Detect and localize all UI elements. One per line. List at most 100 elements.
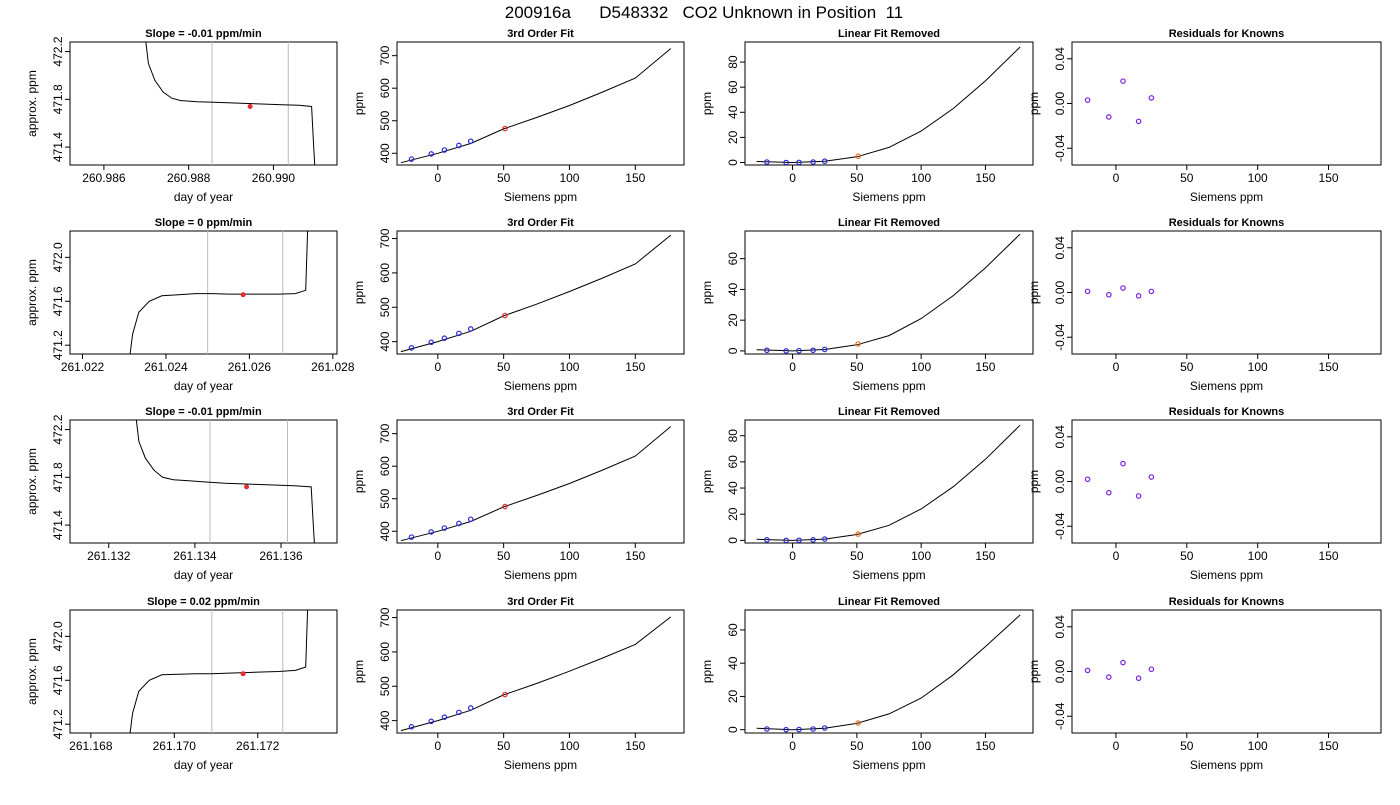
data-point <box>1106 114 1112 120</box>
data-point <box>783 348 789 354</box>
plot-frame <box>1071 609 1382 734</box>
data-point <box>1106 674 1112 680</box>
fit-curve <box>756 424 1021 541</box>
data-point <box>1084 288 1091 295</box>
data-point <box>428 529 435 535</box>
plot-frame <box>396 230 685 355</box>
x-tick-label: 50 <box>850 549 864 563</box>
data-point <box>764 537 770 543</box>
y-tick-label: 500 <box>378 297 392 317</box>
y-tick-label: 500 <box>378 488 392 508</box>
data-point <box>1135 493 1142 499</box>
plot-area <box>400 616 672 732</box>
y-axis-label: ppm <box>352 281 366 304</box>
plot-frame <box>744 41 1034 166</box>
y-tick-label: 0.04 <box>1053 47 1067 71</box>
y-tick-label: 60 <box>726 623 740 637</box>
plot-area <box>756 614 1021 733</box>
y-tick-label: 600 <box>378 642 392 662</box>
y-tick-label: 600 <box>378 263 392 283</box>
y-tick-label: -0.04 <box>1053 134 1067 162</box>
plot-frame <box>744 419 1034 544</box>
chart-title: Linear Fit Removed <box>838 406 940 418</box>
fit-curve <box>756 233 1021 352</box>
y-tick-label: 472.0 <box>51 242 65 272</box>
chart-title: Linear Fit Removed <box>838 596 940 608</box>
panel-r2c2: 3rd Order Fit 0 50 100 150 400 500 600 700 Siemen… <box>352 217 685 393</box>
x-tick-label: 150 <box>1319 171 1339 185</box>
data-point <box>456 330 462 337</box>
data-point <box>796 347 802 354</box>
y-tick-label: 472.2 <box>51 36 65 66</box>
x-tick-label: 50 <box>497 549 511 563</box>
y-axis-label: ppm <box>352 470 366 493</box>
fit-curve <box>400 48 672 164</box>
unknown-point <box>855 531 861 537</box>
chart-title: 3rd Order Fit <box>507 406 574 418</box>
plot-area <box>1084 659 1155 682</box>
y-tick-label: 0.04 <box>1053 615 1067 639</box>
plot-frame <box>744 230 1034 355</box>
panel-r3c2: 3rd Order Fit 0 50 100 150 400 500 600 700 Siemen… <box>352 406 685 582</box>
x-axis-label: day of year <box>174 190 233 204</box>
x-tick-label: 261.172 <box>236 739 280 753</box>
x-tick-label: 261.028 <box>311 360 355 374</box>
plot-area <box>756 424 1021 543</box>
panel-r2c4: Residuals for Knowns 0 50 100 150 -0.04 0.00 0.… <box>1027 217 1382 393</box>
x-tick-label: 100 <box>911 739 931 753</box>
y-axis-label: ppm <box>352 92 366 115</box>
plot-area <box>756 233 1021 354</box>
data-point <box>810 726 816 732</box>
series-line <box>135 420 315 543</box>
data-point <box>1120 460 1126 467</box>
x-tick-label: 150 <box>975 549 995 563</box>
panel-r3c1: Slope = -0.01 ppm/min 261.132 261.134 261.1… <box>25 406 338 582</box>
x-axis-label: day of year <box>174 758 233 772</box>
fit-curve <box>756 614 1021 731</box>
data-point <box>796 726 802 733</box>
plot-area <box>756 46 1021 165</box>
y-axis-label: ppm <box>1027 470 1041 493</box>
y-tick-label: 500 <box>378 110 392 130</box>
plot-area <box>129 610 309 733</box>
y-tick-label: 0.00 <box>1053 280 1067 304</box>
x-tick-label: 100 <box>1248 171 1268 185</box>
y-tick-label: 60 <box>726 80 740 94</box>
plot-frame <box>396 419 685 544</box>
x-axis-label: Siemens ppm <box>504 190 577 204</box>
fit-curve <box>400 616 672 732</box>
data-point <box>796 537 802 543</box>
y-tick-label: 400 <box>378 331 392 351</box>
y-tick-label: 471.4 <box>51 510 65 540</box>
data-point <box>408 534 415 540</box>
x-tick-label: 150 <box>975 739 995 753</box>
x-tick-label: 261.026 <box>228 360 272 374</box>
x-tick-label: 100 <box>911 549 931 563</box>
data-point <box>764 347 770 354</box>
x-tick-label: 261.170 <box>153 739 197 753</box>
x-tick-label: 50 <box>850 739 864 753</box>
panel-r1c1: Slope = -0.01 ppm/min 260.986 260.988 260.9… <box>25 28 338 204</box>
mean-marker <box>240 671 246 677</box>
data-point <box>821 346 828 353</box>
plot-area <box>1084 460 1155 499</box>
y-axis-label: ppm <box>1027 660 1041 683</box>
x-tick-label: 0 <box>789 171 796 185</box>
x-tick-label: 50 <box>497 171 511 185</box>
plot-frame <box>1071 419 1382 544</box>
x-tick-label: 260.990 <box>252 171 296 185</box>
y-tick-label: 471.8 <box>51 462 65 492</box>
data-point <box>1106 291 1112 298</box>
x-tick-label: 261.024 <box>144 360 188 374</box>
data-point <box>1148 474 1155 480</box>
x-tick-label: 150 <box>975 360 995 374</box>
chart-title: Slope = -0.01 ppm/min <box>145 28 262 40</box>
data-point <box>783 537 789 543</box>
chart-title: Linear Fit Removed <box>838 28 940 40</box>
series-line <box>129 610 309 733</box>
y-axis-label: ppm <box>1027 92 1041 115</box>
figure-title: 200916a D548332 CO2 Unknown in Position … <box>505 3 904 22</box>
x-tick-label: 261.022 <box>61 360 105 374</box>
data-point <box>441 714 448 720</box>
